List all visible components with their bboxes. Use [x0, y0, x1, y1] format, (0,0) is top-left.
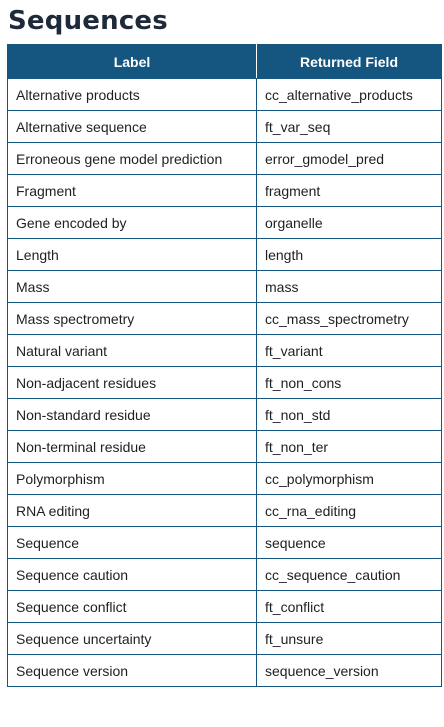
- row-label-cell: Length: [7, 238, 257, 271]
- row-returned-field-cell: ft_conflict: [256, 590, 442, 623]
- row-returned-field-cell: sequence_version: [256, 654, 442, 687]
- row-returned-field-cell: mass: [256, 270, 442, 303]
- row-returned-field-cell: organelle: [256, 206, 442, 239]
- row-returned-field-cell: ft_var_seq: [256, 110, 442, 143]
- table-row: Alternative products cc_alternative_produ…: [7, 78, 442, 111]
- table-row: Mass spectrometry cc_mass_spectrometry: [7, 302, 442, 335]
- row-returned-field-cell: ft_unsure: [256, 622, 442, 655]
- table-row: Sequence caution cc_sequence_caution: [7, 558, 442, 591]
- table-row: Natural variant ft_variant: [7, 334, 442, 367]
- table-row: Mass mass: [7, 270, 442, 303]
- row-label-cell: Alternative products: [7, 78, 257, 111]
- row-label-cell: Sequence: [7, 526, 257, 559]
- row-returned-field-cell: cc_polymorphism: [256, 462, 442, 495]
- row-returned-field-cell: error_gmodel_pred: [256, 142, 442, 175]
- row-returned-field-cell: ft_non_std: [256, 398, 442, 431]
- table-row: Erroneous gene model prediction error_gmo…: [7, 142, 442, 175]
- row-label-cell: Sequence caution: [7, 558, 257, 591]
- column-header-label: Label: [7, 44, 257, 79]
- table-row: Alternative sequence ft_var_seq: [7, 110, 442, 143]
- table-row: Non-adjacent residues ft_non_cons: [7, 366, 442, 399]
- table-body: Alternative products cc_alternative_produ…: [7, 78, 442, 687]
- row-returned-field-cell: fragment: [256, 174, 442, 207]
- table-row: Non-standard residue ft_non_std: [7, 398, 442, 431]
- row-label-cell: Sequence conflict: [7, 590, 257, 623]
- row-label-cell: RNA editing: [7, 494, 257, 527]
- row-returned-field-cell: ft_non_cons: [256, 366, 442, 399]
- table-row: RNA editing cc_rna_editing: [7, 494, 442, 527]
- row-label-cell: Sequence version: [7, 654, 257, 687]
- row-label-cell: Sequence uncertainty: [7, 622, 257, 655]
- table-row: Polymorphism cc_polymorphism: [7, 462, 442, 495]
- row-label-cell: Gene encoded by: [7, 206, 257, 239]
- row-label-cell: Mass: [7, 270, 257, 303]
- table-row: Gene encoded by organelle: [7, 206, 442, 239]
- row-label-cell: Fragment: [7, 174, 257, 207]
- row-returned-field-cell: cc_alternative_products: [256, 78, 442, 111]
- row-label-cell: Non-terminal residue: [7, 430, 257, 463]
- row-label-cell: Non-adjacent residues: [7, 366, 257, 399]
- row-label-cell: Mass spectrometry: [7, 302, 257, 335]
- row-returned-field-cell: cc_rna_editing: [256, 494, 442, 527]
- table-row: Non-terminal residue ft_non_ter: [7, 430, 442, 463]
- row-returned-field-cell: ft_non_ter: [256, 430, 442, 463]
- row-label-cell: Natural variant: [7, 334, 257, 367]
- fields-table: Label Returned Field Alternative product…: [7, 44, 442, 687]
- row-label-cell: Non-standard residue: [7, 398, 257, 431]
- row-label-cell: Erroneous gene model prediction: [7, 142, 257, 175]
- row-returned-field-cell: length: [256, 238, 442, 271]
- row-label-cell: Alternative sequence: [7, 110, 257, 143]
- column-header-returned-field: Returned Field: [256, 44, 442, 79]
- row-returned-field-cell: cc_mass_spectrometry: [256, 302, 442, 335]
- table-row: Sequence conflict ft_conflict: [7, 590, 442, 623]
- table-row: Fragment fragment: [7, 174, 442, 207]
- row-returned-field-cell: sequence: [256, 526, 442, 559]
- table-row: Sequence sequence: [7, 526, 442, 559]
- row-label-cell: Polymorphism: [7, 462, 257, 495]
- row-returned-field-cell: cc_sequence_caution: [256, 558, 442, 591]
- row-returned-field-cell: ft_variant: [256, 334, 442, 367]
- table-row: Sequence version sequence_version: [7, 654, 442, 687]
- table-header-row: Label Returned Field: [7, 44, 442, 79]
- section-title: Sequences: [8, 6, 168, 36]
- table-row: Sequence uncertainty ft_unsure: [7, 622, 442, 655]
- table-row: Length length: [7, 238, 442, 271]
